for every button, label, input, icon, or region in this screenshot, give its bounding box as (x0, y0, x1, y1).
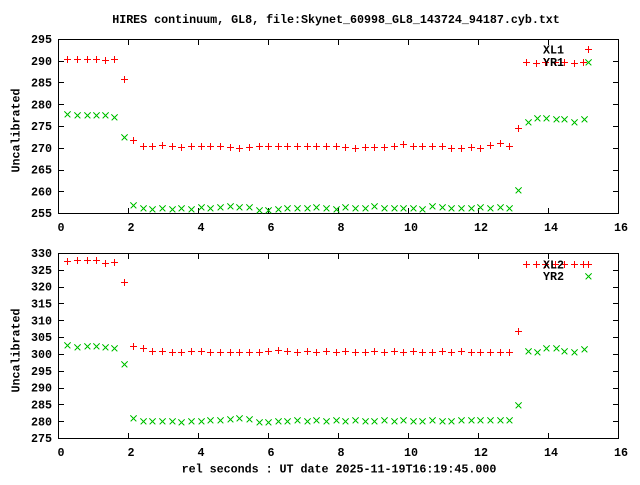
svg-text:275: 275 (31, 120, 52, 134)
svg-text:320: 320 (31, 281, 52, 295)
svg-text:310: 310 (31, 314, 52, 328)
svg-text:295: 295 (31, 365, 52, 379)
svg-text:280: 280 (31, 98, 52, 112)
svg-text:285: 285 (31, 398, 52, 412)
svg-text:270: 270 (31, 142, 52, 156)
svg-text:305: 305 (31, 331, 52, 345)
svg-text:325: 325 (31, 264, 52, 278)
svg-text:2: 2 (128, 446, 135, 460)
svg-text:12: 12 (474, 446, 488, 460)
svg-text:6: 6 (268, 446, 275, 460)
svg-text:8: 8 (338, 446, 345, 460)
svg-text:12: 12 (474, 221, 488, 235)
svg-text:XL1: XL1 (543, 44, 564, 58)
svg-text:XL2: XL2 (543, 258, 564, 272)
svg-text:300: 300 (31, 348, 52, 362)
svg-text:Uncalibrated: Uncalibrated (10, 309, 24, 393)
svg-text:4: 4 (198, 221, 205, 235)
svg-text:6: 6 (268, 221, 275, 235)
svg-text:265: 265 (31, 164, 52, 178)
svg-text:290: 290 (31, 55, 52, 69)
svg-text:YR2: YR2 (543, 270, 564, 284)
svg-text:HIRES continuum, GL8, file:Sky: HIRES continuum, GL8, file:Skynet_60998_… (112, 13, 560, 27)
svg-text:10: 10 (404, 221, 418, 235)
svg-text:285: 285 (31, 77, 52, 91)
svg-text:10: 10 (404, 446, 418, 460)
svg-text:280: 280 (31, 415, 52, 429)
svg-text:255: 255 (31, 207, 52, 221)
svg-text:0: 0 (58, 446, 65, 460)
svg-text:295: 295 (31, 33, 52, 47)
svg-text:14: 14 (544, 446, 558, 460)
svg-text:275: 275 (31, 432, 52, 446)
svg-text:290: 290 (31, 382, 52, 396)
svg-text:16: 16 (614, 446, 628, 460)
svg-text:14: 14 (544, 221, 558, 235)
svg-text:rel seconds : UT date 2025-11-: rel seconds : UT date 2025-11-19T16:19:4… (182, 463, 497, 477)
svg-text:YR1: YR1 (543, 56, 564, 70)
svg-text:2: 2 (128, 221, 135, 235)
svg-text:315: 315 (31, 298, 52, 312)
svg-text:Uncalibrated: Uncalibrated (10, 89, 24, 173)
svg-text:16: 16 (614, 221, 628, 235)
svg-text:0: 0 (58, 221, 65, 235)
svg-text:8: 8 (338, 221, 345, 235)
svg-text:260: 260 (31, 185, 52, 199)
svg-text:330: 330 (31, 247, 52, 261)
svg-text:4: 4 (198, 446, 205, 460)
